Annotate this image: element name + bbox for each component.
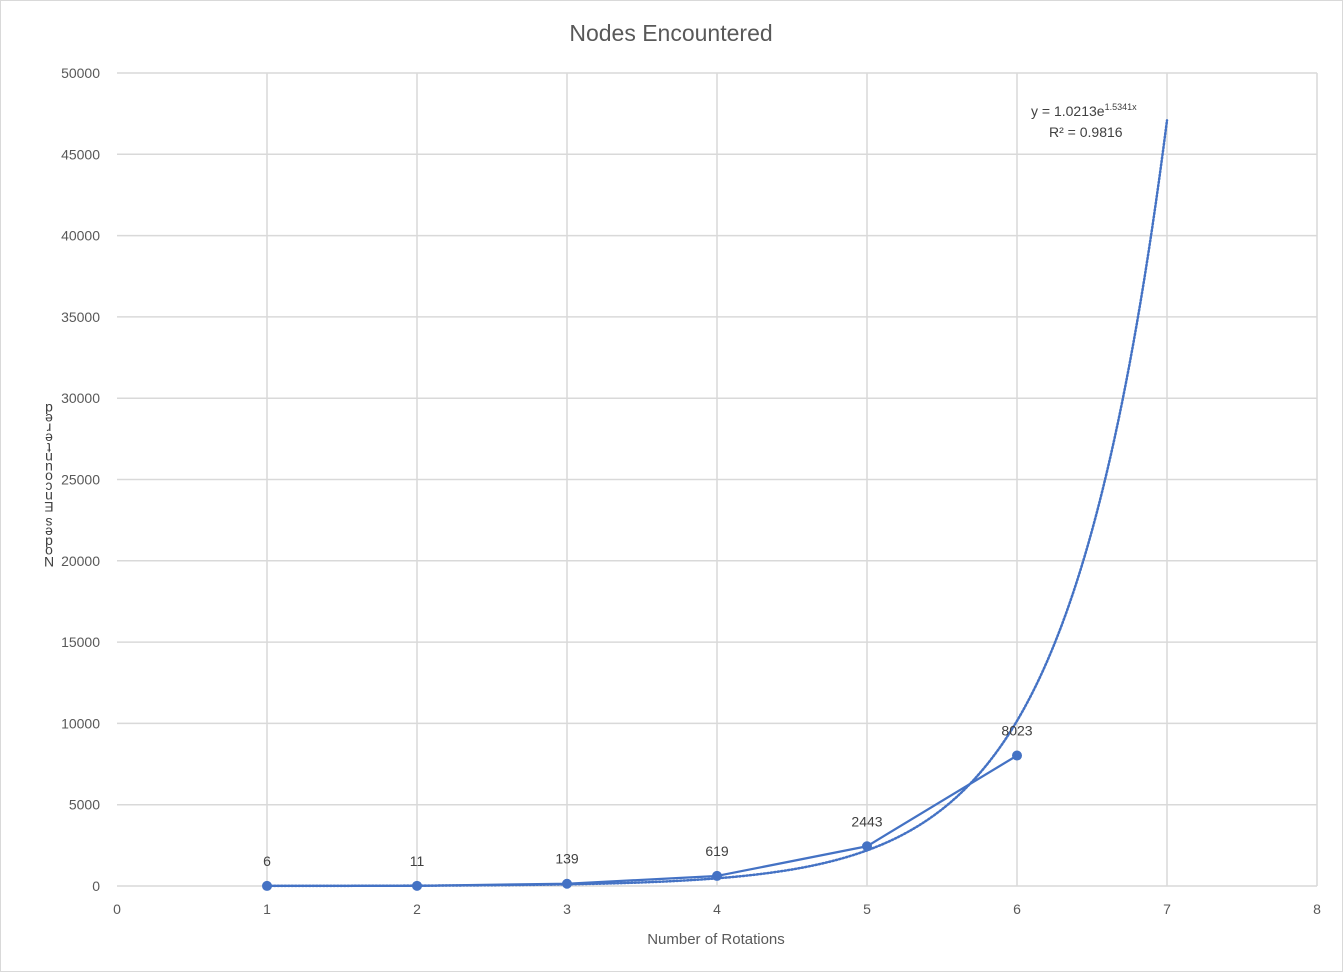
x-tick-label: 8 <box>1313 901 1321 917</box>
x-axis-title: Number of Rotations <box>647 931 785 948</box>
trendline-equation-main: y = 1.0213e <box>1031 103 1105 119</box>
data-label: 6 <box>263 853 271 869</box>
y-axis-title-letter: o <box>45 544 53 560</box>
x-tick-label: 5 <box>863 901 871 917</box>
x-tick-label: 4 <box>713 901 721 917</box>
grid <box>117 72 1318 887</box>
axis-ticks: 0 1 2 3 4 5 6 7 8 0 5000 10000 15000 20000 25000 30000 3… <box>61 65 1321 917</box>
y-tick-label: 25000 <box>61 472 100 488</box>
y-axis-title-letter: e <box>45 430 53 446</box>
data-labels: 6 11 139 619 2443 8023 <box>263 723 1033 869</box>
y-axis-title-letter: r <box>46 421 51 437</box>
data-point <box>262 880 272 891</box>
x-tick-label: 0 <box>113 901 121 917</box>
x-tick-label: 2 <box>413 901 421 917</box>
data-label: 11 <box>410 853 425 869</box>
data-point <box>712 870 722 881</box>
y-axis-title-letter: n <box>45 489 53 505</box>
trendline-r-squared: R² = 0.9816 <box>1049 124 1123 140</box>
y-tick-label: 50000 <box>61 65 100 81</box>
x-tick-label: 1 <box>263 901 271 917</box>
y-axis-title-letter: d <box>45 534 53 550</box>
y-axis-title-letter: e <box>45 525 53 541</box>
y-tick-label: 45000 <box>61 146 100 162</box>
x-tick-label: 6 <box>1013 901 1021 917</box>
chart-title: Nodes Encountered <box>569 20 772 46</box>
data-point <box>1012 750 1022 761</box>
y-axis-title-letter: t <box>47 440 51 456</box>
trendline-equation: y = 1.0213e1.5341x <box>1031 102 1137 119</box>
y-axis-title-letter: e <box>45 411 53 427</box>
y-tick-label: 15000 <box>61 634 100 650</box>
series-line <box>266 754 1018 888</box>
y-tick-label: 5000 <box>69 797 100 813</box>
data-label: 619 <box>705 843 729 859</box>
data-label: 2443 <box>851 813 882 829</box>
y-axis-title-letter: E <box>44 499 53 515</box>
y-axis-title-letter: c <box>46 479 53 495</box>
trendline-equation-exponent: 1.5341x <box>1105 102 1138 112</box>
y-tick-label: 10000 <box>61 715 100 731</box>
data-point <box>412 880 422 891</box>
y-axis-title-letter: n <box>45 450 53 466</box>
x-tick-label: 3 <box>563 901 571 917</box>
y-tick-label: 20000 <box>61 553 100 569</box>
y-tick-label: 35000 <box>61 309 100 325</box>
data-label: 139 <box>555 851 579 867</box>
y-axis-title-letter: s <box>46 515 53 531</box>
y-axis-title-letter: d <box>45 401 53 417</box>
series <box>262 750 1022 891</box>
y-tick-label: 0 <box>92 878 100 894</box>
data-point <box>862 841 872 852</box>
y-axis-title-letter: N <box>44 554 54 570</box>
data-point <box>562 878 572 889</box>
y-axis-title-letter: u <box>45 460 53 476</box>
y-axis-title-letter: o <box>45 470 53 486</box>
data-label: 8023 <box>1001 723 1032 739</box>
y-tick-label: 40000 <box>61 228 100 244</box>
x-tick-label: 7 <box>1163 901 1171 917</box>
y-tick-label: 30000 <box>61 390 100 406</box>
